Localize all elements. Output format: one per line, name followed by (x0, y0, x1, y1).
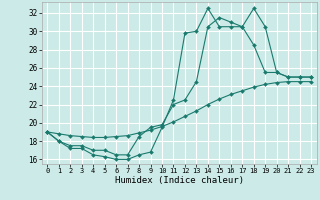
X-axis label: Humidex (Indice chaleur): Humidex (Indice chaleur) (115, 176, 244, 185)
